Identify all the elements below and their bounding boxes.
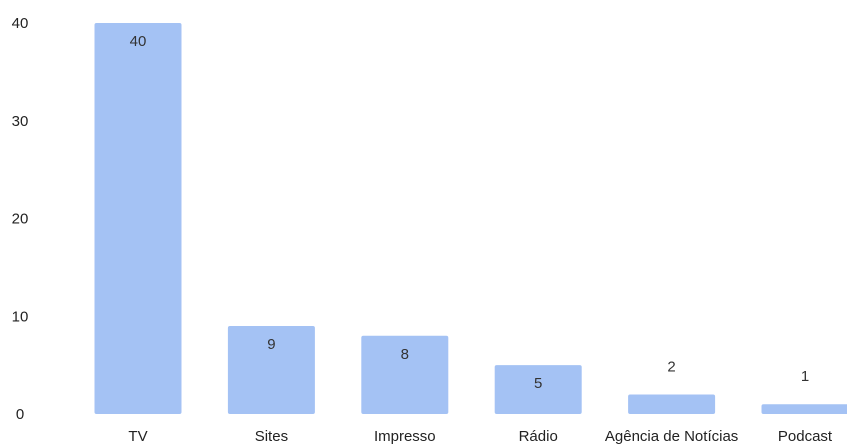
y-tick-label: 0 bbox=[16, 406, 24, 423]
bar bbox=[494, 365, 582, 414]
bar bbox=[628, 394, 716, 414]
data-label: 9 bbox=[267, 336, 275, 353]
x-tick-label: Rádio bbox=[519, 428, 558, 445]
data-label: 8 bbox=[401, 346, 409, 363]
data-labels: 40 9 8 5 2 1 bbox=[130, 33, 810, 392]
data-label: 5 bbox=[534, 375, 542, 392]
y-tick-label: 30 bbox=[12, 113, 29, 130]
x-tick-label: Sites bbox=[255, 428, 288, 445]
bars bbox=[94, 23, 847, 414]
data-label: 40 bbox=[130, 33, 147, 50]
bar bbox=[94, 23, 182, 414]
data-label: 2 bbox=[667, 358, 675, 375]
y-axis: 0 10 20 30 40 bbox=[12, 15, 29, 423]
bar bbox=[227, 326, 315, 414]
x-tick-label: Impresso bbox=[374, 428, 436, 445]
y-tick-label: 20 bbox=[12, 211, 29, 228]
x-tick-label: Agência de Notícias bbox=[605, 428, 738, 445]
x-tick-label: Podcast bbox=[778, 428, 833, 445]
bar bbox=[361, 335, 449, 414]
bar bbox=[761, 404, 847, 414]
data-label: 1 bbox=[801, 368, 809, 385]
x-tick-label: TV bbox=[128, 428, 147, 445]
y-tick-label: 40 bbox=[12, 15, 29, 32]
y-tick-label: 10 bbox=[12, 308, 29, 325]
x-axis: TV Sites Impresso Rádio Agência de Notícias P… bbox=[128, 428, 833, 445]
